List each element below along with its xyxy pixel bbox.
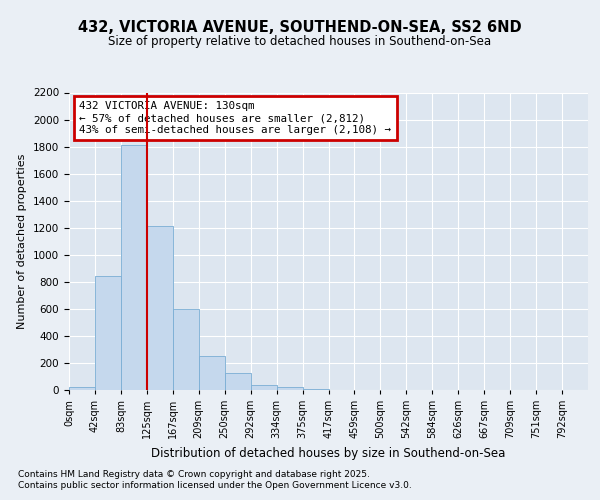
Bar	[121, 145, 147, 390]
Bar	[173, 309, 199, 390]
Text: Contains public sector information licensed under the Open Government Licence v3: Contains public sector information licen…	[18, 481, 412, 490]
X-axis label: Distribution of detached houses by size in Southend-on-Sea: Distribution of detached houses by size …	[151, 446, 506, 460]
Bar	[147, 226, 173, 390]
Text: 432, VICTORIA AVENUE, SOUTHEND-ON-SEA, SS2 6ND: 432, VICTORIA AVENUE, SOUTHEND-ON-SEA, S…	[78, 20, 522, 35]
Bar	[251, 384, 277, 390]
Bar	[95, 276, 121, 390]
Text: 432 VICTORIA AVENUE: 130sqm
← 57% of detached houses are smaller (2,812)
43% of : 432 VICTORIA AVENUE: 130sqm ← 57% of det…	[79, 102, 391, 134]
Text: Size of property relative to detached houses in Southend-on-Sea: Size of property relative to detached ho…	[109, 35, 491, 48]
Y-axis label: Number of detached properties: Number of detached properties	[17, 154, 28, 329]
Text: Contains HM Land Registry data © Crown copyright and database right 2025.: Contains HM Land Registry data © Crown c…	[18, 470, 370, 479]
Bar	[225, 373, 251, 390]
Bar	[199, 356, 224, 390]
Bar	[277, 388, 302, 390]
Bar	[69, 388, 95, 390]
